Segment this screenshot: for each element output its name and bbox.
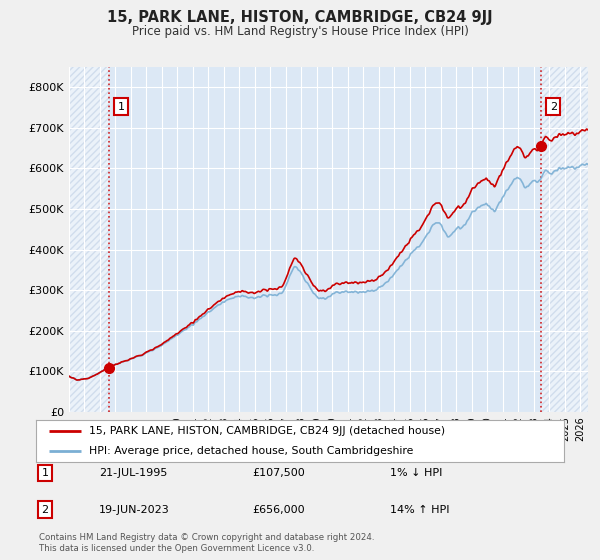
Text: Contains HM Land Registry data © Crown copyright and database right 2024.
This d: Contains HM Land Registry data © Crown c… xyxy=(39,533,374,553)
Text: Price paid vs. HM Land Registry's House Price Index (HPI): Price paid vs. HM Land Registry's House … xyxy=(131,25,469,38)
Text: HPI: Average price, detached house, South Cambridgeshire: HPI: Average price, detached house, Sout… xyxy=(89,446,413,456)
Text: 1: 1 xyxy=(118,102,124,112)
Bar xyxy=(541,67,588,412)
Text: £656,000: £656,000 xyxy=(252,505,305,515)
Text: 21-JUL-1995: 21-JUL-1995 xyxy=(99,468,167,478)
Text: 15, PARK LANE, HISTON, CAMBRIDGE, CB24 9JJ (detached house): 15, PARK LANE, HISTON, CAMBRIDGE, CB24 9… xyxy=(89,426,445,436)
Text: 1: 1 xyxy=(41,468,49,478)
Text: 15, PARK LANE, HISTON, CAMBRIDGE, CB24 9JJ: 15, PARK LANE, HISTON, CAMBRIDGE, CB24 9… xyxy=(107,10,493,25)
Text: £107,500: £107,500 xyxy=(252,468,305,478)
Text: 2: 2 xyxy=(41,505,49,515)
Bar xyxy=(69,67,109,412)
Text: 19-JUN-2023: 19-JUN-2023 xyxy=(99,505,170,515)
Text: 1% ↓ HPI: 1% ↓ HPI xyxy=(390,468,442,478)
Text: 2: 2 xyxy=(550,102,557,112)
Text: 14% ↑ HPI: 14% ↑ HPI xyxy=(390,505,449,515)
